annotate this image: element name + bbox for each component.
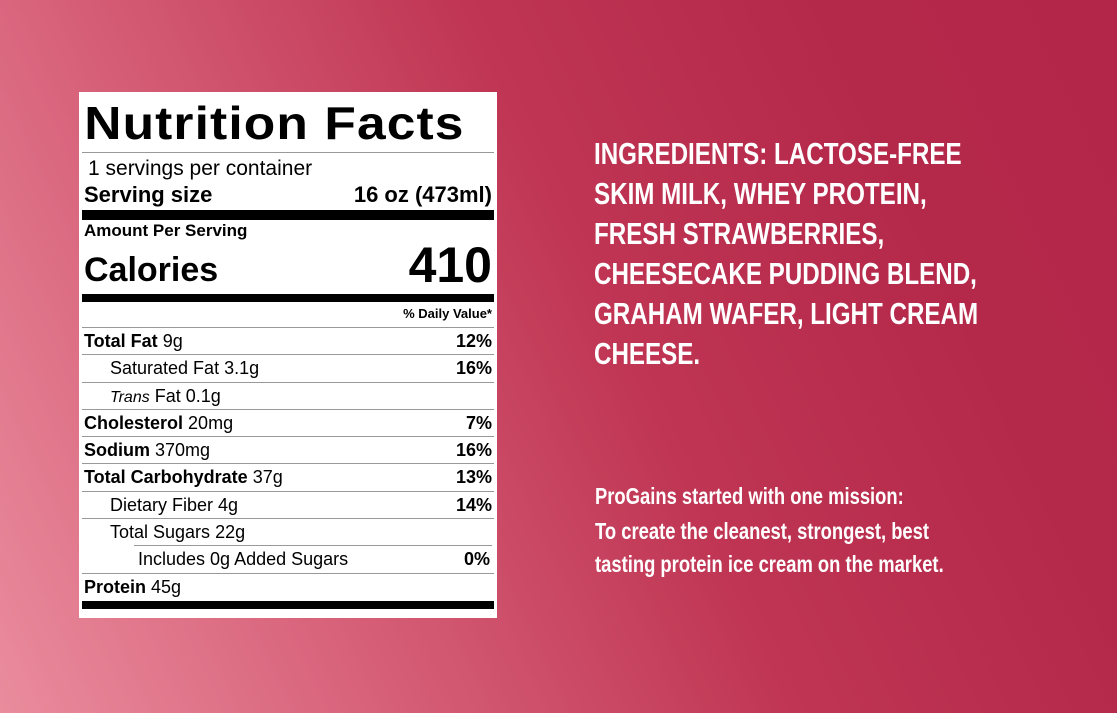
- ingredients-text: INGREDIENTS: LACTOSE-FREE SKIM MILK, WHE…: [594, 134, 978, 374]
- mission-heading: ProGains started with one mission:: [595, 483, 904, 509]
- servings-per-container: 1 servings per container: [88, 157, 313, 180]
- mission-statement: ProGains started with one mission: To cr…: [595, 478, 944, 581]
- ingredients-line: INGREDIENTS: LACTOSE-FREE: [594, 136, 962, 171]
- divider: [82, 210, 494, 220]
- ingredients-line: SKIM MILK, WHEY PROTEIN,: [594, 176, 927, 211]
- divider: [82, 600, 494, 609]
- daily-value-header: % Daily Value*: [403, 306, 492, 321]
- nutrient-row-sodium: Sodium 370mg 16%: [82, 436, 494, 463]
- ingredients-line: GRAHAM WAFER, LIGHT CREAM: [594, 296, 979, 331]
- serving-size-label: Serving size: [84, 182, 213, 207]
- nutrient-row-trans-fat: Trans Fat 0.1g: [82, 381, 494, 409]
- mission-line: To create the cleanest, strongest, best: [595, 518, 930, 544]
- ingredients-line: FRESH STRAWBERRIES,: [594, 216, 885, 251]
- nutrient-row-saturated-fat: Saturated Fat 3.1g 16%: [82, 354, 494, 381]
- divider: [82, 294, 494, 302]
- ingredients-line: CHEESECAKE PUDDING BLEND,: [594, 256, 977, 291]
- serving-size-value: 16 oz (473ml): [353, 182, 492, 207]
- ingredients-line: CHEESE.: [594, 336, 701, 371]
- nutrient-row-total-carbohydrate: Total Carbohydrate 37g 13%: [82, 463, 494, 490]
- mission-line: tasting protein ice cream on the market.: [595, 551, 944, 577]
- calories-row: Calories 410: [82, 240, 494, 290]
- nutrient-row-total-sugars: Total Sugars 22g: [82, 518, 494, 545]
- nutrient-row-added-sugars: Includes 0g Added Sugars 0%: [82, 545, 494, 572]
- nutrient-row-cholesterol: Cholesterol 20mg 7%: [82, 408, 494, 436]
- nutrition-facts-label: Nutrition Facts 1 servings per container…: [79, 92, 497, 618]
- calories-value: 410: [408, 237, 492, 293]
- nutrient-row-protein: Protein 45g: [82, 572, 494, 600]
- label-title: Nutrition Facts: [84, 97, 465, 149]
- amount-per-serving: Amount Per Serving: [84, 221, 248, 240]
- nutrient-row-dietary-fiber: Dietary Fiber 4g 14%: [82, 490, 494, 518]
- calories-label: Calories: [84, 251, 219, 289]
- nutrient-row-total-fat: Total Fat 9g 12%: [82, 327, 494, 354]
- serving-size: Serving size 16 oz (473ml): [82, 181, 494, 209]
